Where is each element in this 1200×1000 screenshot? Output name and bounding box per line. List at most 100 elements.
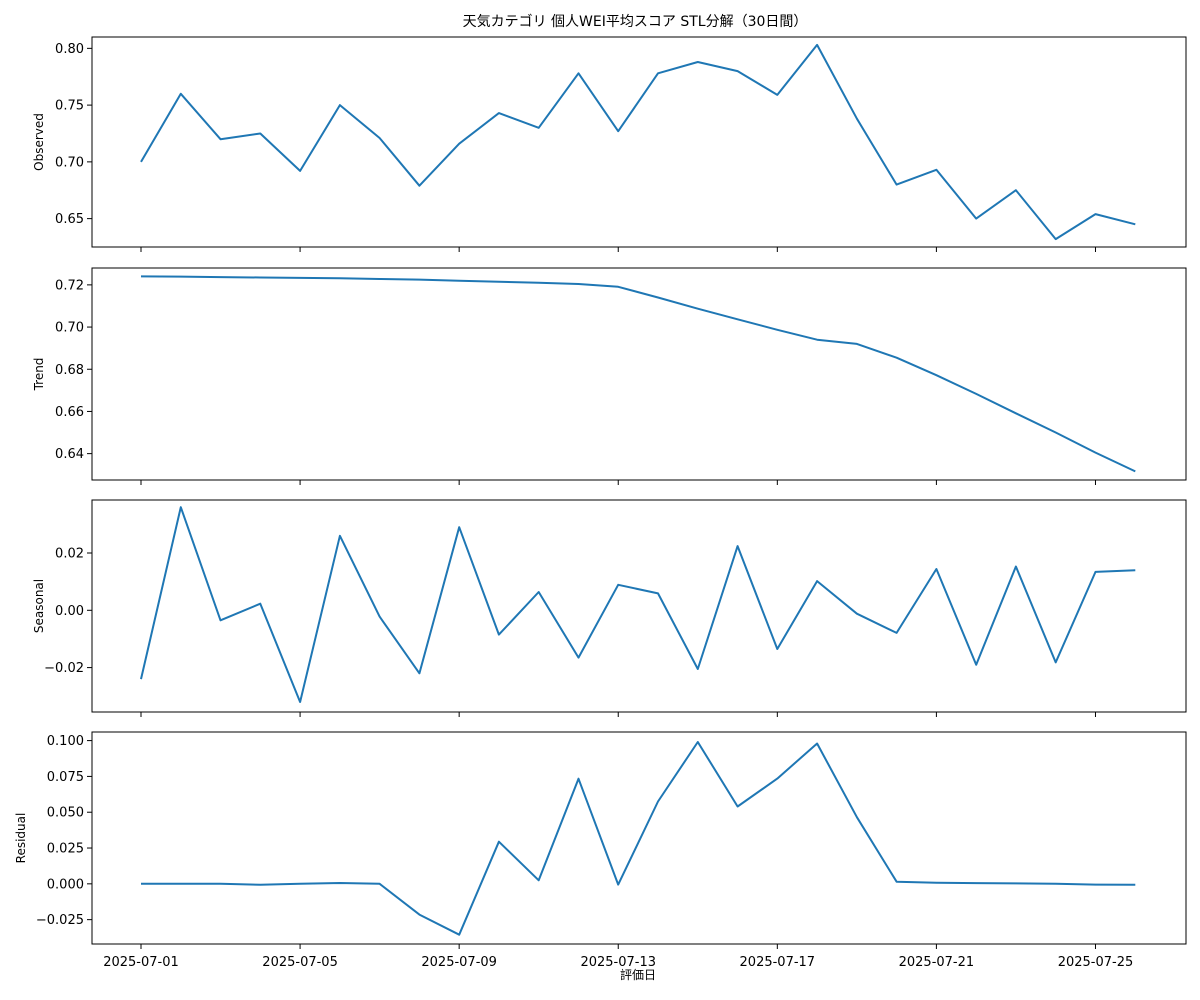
y-tick-label-residual: 0.025: [47, 842, 84, 857]
data-point-trend: [975, 393, 977, 395]
data-point-trend: [657, 297, 659, 299]
data-point-seasonal: [259, 603, 261, 605]
y-axis-label-trend: Trend: [32, 358, 46, 392]
data-point-seasonal: [697, 668, 699, 670]
x-axis-label: 評価日: [619, 968, 656, 982]
chart-title: 天気カテゴリ 個人WEI平均スコア STL分解（30日間）: [462, 14, 808, 30]
y-tick-label-observed: 0.70: [55, 155, 84, 170]
data-point-trend: [1094, 452, 1096, 454]
data-point-seasonal: [339, 535, 341, 537]
y-tick-label-residual: −0.025: [36, 913, 84, 928]
y-tick-label-seasonal: −0.02: [44, 661, 84, 676]
data-point-trend: [856, 343, 858, 345]
data-point-observed: [498, 112, 500, 114]
y-tick-label-trend: 0.66: [55, 405, 84, 420]
data-point-seasonal: [737, 545, 739, 547]
y-tick-label-seasonal: 0.02: [55, 547, 84, 562]
data-point-trend: [418, 279, 420, 281]
data-point-trend: [299, 277, 301, 279]
data-point-observed: [220, 138, 222, 140]
y-tick-label-trend: 0.72: [55, 278, 84, 293]
data-point-observed: [896, 184, 898, 186]
y-tick-label-observed: 0.75: [55, 99, 84, 114]
y-tick-label-observed: 0.65: [55, 212, 84, 227]
data-point-trend: [697, 308, 699, 310]
data-point-observed: [339, 104, 341, 106]
data-point-seasonal: [657, 592, 659, 594]
data-point-seasonal: [180, 506, 182, 508]
data-point-trend: [259, 276, 261, 278]
data-point-observed: [816, 44, 818, 46]
data-point-residual: [1015, 882, 1017, 884]
data-point-trend: [776, 329, 778, 331]
data-point-residual: [657, 800, 659, 802]
data-point-observed: [458, 143, 460, 145]
data-point-seasonal: [379, 616, 381, 618]
data-point-seasonal: [1134, 569, 1136, 571]
data-point-seasonal: [776, 648, 778, 650]
data-point-trend: [140, 275, 142, 277]
data-point-trend: [896, 357, 898, 359]
data-point-residual: [1055, 883, 1057, 885]
x-tick-label: 2025-07-01: [103, 955, 179, 970]
data-point-seasonal: [577, 657, 579, 659]
data-point-seasonal: [617, 584, 619, 586]
data-point-residual: [418, 914, 420, 916]
data-point-observed: [180, 93, 182, 95]
data-point-seasonal: [220, 619, 222, 621]
x-tick-label: 2025-07-21: [899, 955, 975, 970]
data-point-observed: [140, 161, 142, 163]
series-line-seasonal: [140, 506, 1136, 703]
series-line-trend: [140, 275, 1136, 473]
y-tick-label-residual: 0.050: [47, 806, 84, 821]
data-point-seasonal: [1055, 661, 1057, 663]
data-point-observed: [657, 72, 659, 74]
data-point-trend: [816, 339, 818, 341]
data-point-seasonal: [816, 580, 818, 582]
data-point-residual: [498, 841, 500, 843]
y-tick-label-trend: 0.68: [55, 363, 84, 378]
y-tick-label-observed: 0.80: [55, 42, 84, 57]
panel-residual: −0.025 0.000 0.025 0.050 0.075 0.100 2025-07-0…: [14, 731, 1187, 970]
data-point-residual: [697, 741, 699, 743]
data-point-residual: [935, 882, 937, 884]
data-point-residual: [856, 816, 858, 818]
data-point-seasonal: [856, 613, 858, 615]
data-point-observed: [1134, 223, 1136, 225]
data-point-seasonal: [140, 678, 142, 680]
data-point-residual: [299, 883, 301, 885]
data-point-seasonal: [1015, 565, 1017, 567]
data-point-seasonal: [299, 701, 301, 703]
panel-frame-residual: [91, 731, 1187, 945]
data-point-observed: [418, 185, 420, 187]
data-point-residual: [776, 778, 778, 780]
data-point-observed: [379, 137, 381, 139]
x-tick-label: 2025-07-05: [262, 955, 338, 970]
data-point-seasonal: [498, 634, 500, 636]
data-point-observed: [935, 169, 937, 171]
data-point-trend: [577, 283, 579, 285]
y-tick-label-residual: 0.075: [47, 770, 84, 785]
x-tick-label: 2025-07-13: [580, 955, 656, 970]
data-point-trend: [538, 282, 540, 284]
data-point-residual: [896, 881, 898, 883]
data-point-seasonal: [975, 664, 977, 666]
data-point-trend: [498, 281, 500, 283]
panel-seasonal: −0.02 0.00 0.02 Seasonal: [32, 499, 1187, 717]
data-point-observed: [1055, 238, 1057, 240]
y-axis-label-residual: Residual: [14, 813, 28, 864]
data-point-residual: [458, 934, 460, 936]
data-point-residual: [816, 742, 818, 744]
data-point-observed: [737, 70, 739, 72]
data-point-observed: [538, 127, 540, 129]
data-point-residual: [180, 883, 182, 885]
data-point-observed: [617, 130, 619, 132]
x-tick-label: 2025-07-17: [740, 955, 816, 970]
data-point-residual: [617, 884, 619, 886]
data-point-trend: [339, 277, 341, 279]
series-line-residual: [141, 741, 1136, 936]
data-point-trend: [220, 276, 222, 278]
y-axis-label-observed: Observed: [32, 113, 46, 171]
data-point-observed: [856, 118, 858, 120]
